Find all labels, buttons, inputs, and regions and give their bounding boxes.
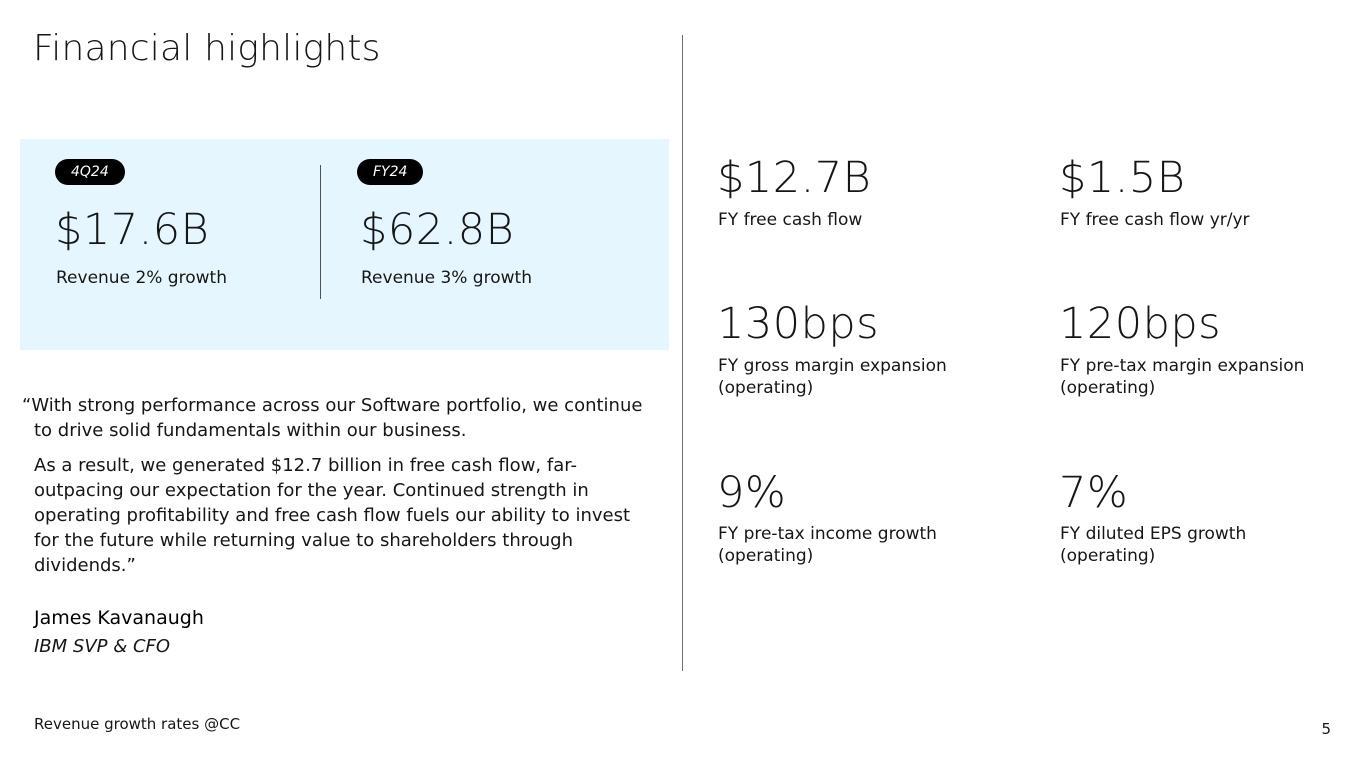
metric-value: 130bps	[717, 299, 880, 349]
metric-label: FY free cash flow yr/yr	[1060, 209, 1350, 231]
metric-label-line: FY free cash flow yr/yr	[1060, 210, 1250, 230]
revenue-highlight-box	[20, 139, 669, 350]
year-revenue-caption: Revenue 3% growth	[361, 268, 532, 288]
metric-label: FY free cash flow	[718, 209, 1008, 231]
quote-paragraph: “With strong performance across our Soft…	[22, 395, 643, 441]
metric-label-line: (operating)	[718, 546, 814, 566]
quote-author-title: IBM SVP & CFO	[34, 636, 171, 657]
metric-label-line: FY pre-tax margin expansion	[1060, 356, 1305, 376]
metric-label-line: (operating)	[1060, 378, 1156, 398]
footnote: Revenue growth rates @CC	[34, 715, 241, 733]
metric-label: FY diluted EPS growth (operating)	[1060, 523, 1350, 567]
metric-value: $12.7B	[717, 153, 872, 203]
quarter-badge: 4Q24	[55, 159, 125, 185]
year-revenue-value: $62.8B	[360, 205, 515, 255]
metric-value: 7%	[1059, 468, 1129, 518]
metric-label-line: FY pre-tax income growth	[718, 524, 937, 544]
quote-paragraph: As a result, we generated $12.7 billion …	[34, 455, 631, 576]
metric-label: FY pre-tax income growth (operating)	[718, 523, 1008, 567]
metric-label-line: FY diluted EPS growth	[1060, 524, 1247, 544]
page-number: 5	[1321, 720, 1331, 738]
quote-author: James Kavanaugh	[34, 607, 204, 629]
metric-value: 120bps	[1059, 299, 1222, 349]
revenue-box-divider	[320, 165, 321, 299]
cfo-quote: “With strong performance across our Soft…	[22, 393, 647, 578]
quarter-revenue-caption: Revenue 2% growth	[56, 268, 227, 288]
metric-value: $1.5B	[1059, 153, 1186, 203]
metric-value: 9%	[717, 468, 787, 518]
vertical-divider	[682, 35, 683, 671]
metric-label-line: (operating)	[1060, 546, 1156, 566]
metric-label-line: (operating)	[718, 378, 814, 398]
metric-label: FY gross margin expansion (operating)	[718, 355, 1008, 399]
metric-label-line: FY free cash flow	[718, 210, 863, 230]
metric-label: FY pre-tax margin expansion (operating)	[1060, 355, 1350, 399]
metric-label-line: FY gross margin expansion	[718, 356, 947, 376]
page-title: Financial highlights	[33, 28, 381, 69]
year-badge: FY24	[357, 159, 424, 185]
quarter-revenue-value: $17.6B	[55, 205, 210, 255]
